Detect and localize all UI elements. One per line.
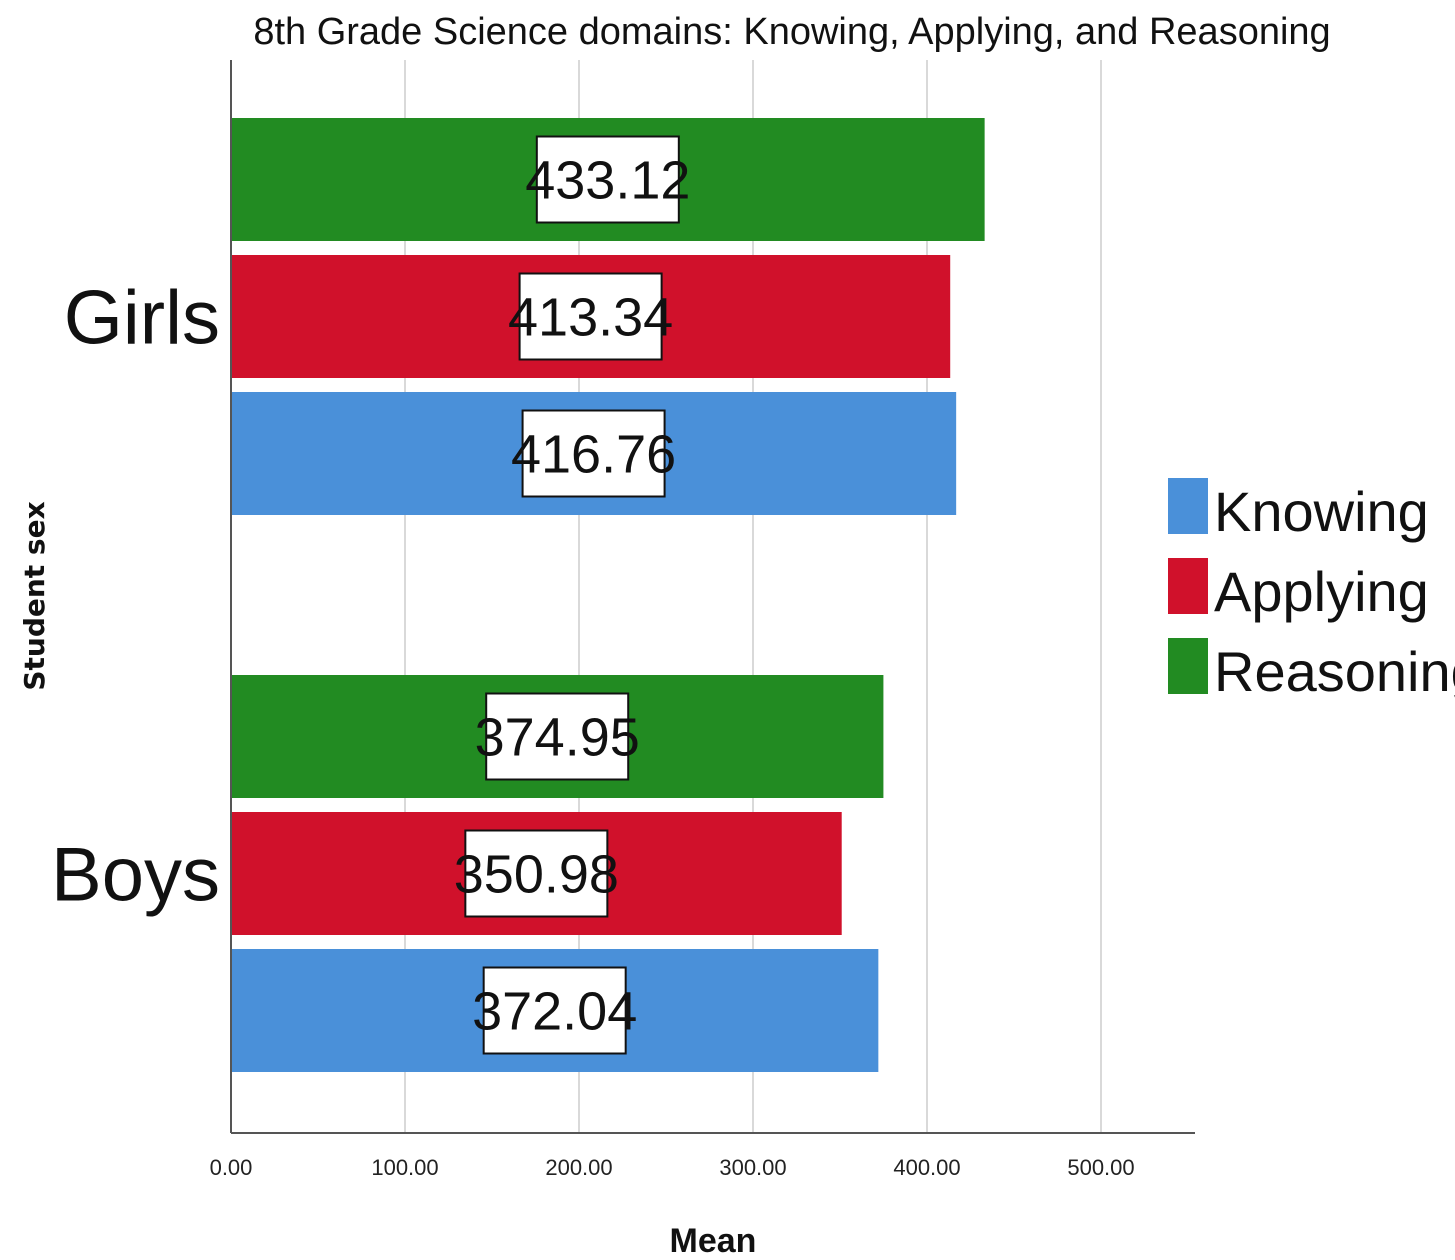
- x-tick-label: 200.00: [545, 1155, 612, 1180]
- category-label-girls: Girls: [64, 276, 220, 361]
- legend-label-knowing: Knowing: [1214, 480, 1429, 543]
- legend-label-applying: Applying: [1214, 560, 1429, 623]
- category-label-boys: Boys: [51, 833, 220, 918]
- data-label-box: [485, 692, 630, 781]
- data-label: 350.98: [454, 845, 619, 905]
- legend-label-reasoning: Reasoning: [1214, 640, 1455, 703]
- data-label: 413.34: [508, 288, 673, 348]
- data-label-box: [521, 409, 666, 498]
- data-label: 372.04: [472, 982, 637, 1042]
- x-tick-label: 500.00: [1067, 1155, 1134, 1180]
- x-tick-labels: 0.00 100.00 200.00 300.00 400.00 500.00: [210, 1155, 1135, 1180]
- data-label-box: [482, 966, 627, 1055]
- axes: [230, 60, 1195, 1134]
- data-label-box: [518, 272, 663, 361]
- category-labels: Girls Boys: [51, 276, 220, 918]
- legend-swatch-knowing: [1168, 478, 1208, 534]
- x-tick-label: 300.00: [719, 1155, 786, 1180]
- x-tick-label: 0.00: [210, 1155, 253, 1180]
- legend-swatch-applying: [1168, 558, 1208, 614]
- y-axis-title: Student sex: [18, 501, 51, 690]
- chart-title: 8th Grade Science domains: Knowing, Appl…: [253, 11, 1330, 53]
- legend: Knowing Applying Reasoning: [1168, 478, 1455, 703]
- x-tick-label: 100.00: [371, 1155, 438, 1180]
- legend-swatch-reasoning: [1168, 638, 1208, 694]
- data-label: 433.12: [525, 151, 690, 211]
- x-axis-title: Mean: [670, 1222, 757, 1260]
- bars: 433.12 413.34 416.76 374.95 350.98 372.04: [231, 118, 985, 1072]
- data-label-box: [464, 829, 609, 918]
- x-tick-label: 400.00: [893, 1155, 960, 1180]
- data-label: 416.76: [511, 425, 676, 485]
- data-label-box: [535, 135, 680, 224]
- data-label: 374.95: [475, 708, 640, 768]
